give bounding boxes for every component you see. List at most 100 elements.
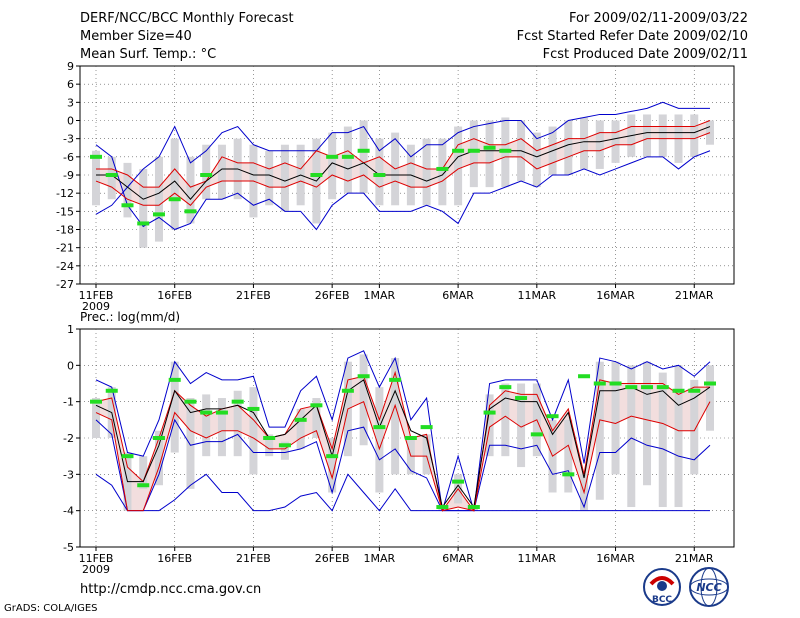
temp-ensemble-box	[123, 162, 132, 218]
temp-mean-line	[96, 126, 711, 200]
prec-observed-marker	[341, 388, 354, 393]
prec-observed-marker	[168, 377, 181, 382]
prec-ensemble-box	[517, 383, 526, 468]
temp-y-tick-label: -27	[56, 278, 74, 291]
prec-ensemble-box	[375, 387, 384, 493]
temp-observed-marker	[357, 148, 370, 153]
prec-x-tick-label: 11MAR	[517, 552, 556, 565]
temp-ensemble-box	[658, 114, 667, 157]
prec-ensemble-box	[296, 408, 305, 449]
prec-ensemble-box	[485, 394, 494, 457]
prec-observed-marker	[546, 414, 559, 419]
temp-observed-marker	[200, 173, 213, 177]
prec-ensemble-box	[706, 365, 714, 431]
temp-ensemble-box	[643, 114, 652, 157]
ncc-logo: NCC	[689, 567, 729, 607]
prec-y-tick-label: -1	[63, 396, 74, 409]
prec-ensemble-box	[217, 398, 226, 457]
source-url: http://cmdp.ncc.cma.gov.cn	[80, 582, 262, 597]
prec-observed-marker	[137, 483, 150, 488]
temp-observed-marker	[310, 173, 323, 177]
variable-label: Mean Surf. Temp.: °C	[80, 47, 217, 62]
temp-y-tick-label: 9	[67, 60, 74, 73]
prec-observed-marker	[467, 505, 480, 510]
prec-x-tick-label: 21MAR	[675, 552, 714, 565]
temp-observed-marker	[168, 197, 181, 202]
temp-y-tick-label: 3	[67, 96, 74, 109]
temp-ensemble-box	[343, 126, 352, 194]
prec-y-tick-label: -2	[63, 432, 74, 445]
prec-observed-marker	[515, 396, 528, 401]
temp-ensemble-box	[359, 120, 368, 194]
prec-observed-marker	[215, 410, 228, 415]
temp-ensemble-box	[170, 138, 179, 230]
prec-ensemble-box	[92, 398, 100, 438]
prec-p25-line	[95, 400, 711, 512]
prec-observed-marker	[672, 388, 685, 393]
temp-ensemble-box	[595, 120, 604, 169]
prec-observed-marker	[593, 381, 606, 386]
prec-panel-title: Prec.: log(mm/d)	[80, 310, 180, 324]
prec-x-tick-label: 26FEB	[315, 552, 350, 565]
prec-ensemble-box	[154, 430, 163, 486]
temp-p75-line	[96, 120, 711, 188]
prec-observed-marker	[105, 388, 118, 393]
prec-observed-marker	[90, 399, 102, 404]
prec-ensemble-box	[170, 361, 179, 453]
started-date-label: Fcst Started Refer Date 2009/02/10	[516, 29, 748, 44]
prec-ensemble-box	[564, 419, 573, 493]
prec-x-tick-label: 21FEB	[236, 552, 271, 565]
prec-observed-marker	[420, 425, 433, 430]
temp-observed-marker	[137, 221, 150, 226]
temp-observed-marker	[452, 148, 465, 153]
prec-x-year-label: 2009	[82, 563, 110, 576]
temp-y-tick-label: -15	[56, 205, 74, 218]
temp-observed-marker	[90, 154, 102, 159]
prec-ensemble-box	[501, 383, 510, 457]
prec-ensemble-box	[359, 354, 368, 446]
prec-x-tick-label: 16MAR	[596, 552, 635, 565]
prec-ensemble-box	[265, 434, 274, 457]
prec-y-tick-label: -4	[63, 505, 74, 518]
prec-observed-marker	[483, 410, 496, 415]
prec-ensemble-box	[139, 456, 148, 489]
prec-observed-marker	[625, 385, 638, 390]
temp-y-tick-label: 6	[67, 78, 74, 91]
temp-observed-marker	[436, 166, 449, 171]
prec-observed-marker	[121, 454, 134, 459]
prec-observed-marker	[152, 436, 165, 440]
prec-y-tick-label: -5	[63, 541, 74, 554]
temp-y-tick-label: -21	[56, 242, 74, 255]
temp-ensemble-box	[186, 156, 195, 224]
temp-x-tick-label: 16FEB	[157, 289, 192, 302]
prec-observed-marker	[310, 403, 323, 408]
prec-ensemble-box	[611, 361, 620, 475]
temp-ensemble-box	[469, 120, 478, 188]
temp-observed-marker	[184, 209, 197, 214]
temp-y-tick-label: -9	[63, 169, 74, 182]
temp-ensemble-box	[580, 117, 589, 169]
prec-y-tick-label: 1	[67, 323, 74, 336]
bcc-logo: BCC	[643, 568, 681, 606]
prec-observed-marker	[200, 410, 213, 415]
prec-ensemble-box	[280, 441, 289, 460]
temp-min-line	[95, 144, 711, 231]
temp-x-tick-label: 11MAR	[517, 289, 556, 302]
prec-observed-marker	[452, 479, 465, 484]
prec-observed-marker	[436, 505, 449, 510]
temp-y-tick-label: -12	[56, 187, 74, 200]
prec-x-tick-label: 16FEB	[157, 552, 192, 565]
member-size-label: Member Size=40	[80, 29, 192, 44]
temp-ensemble-box	[265, 150, 274, 206]
prec-observed-marker	[578, 374, 591, 379]
temp-max-line	[95, 101, 710, 215]
temp-x-tick-label: 16MAR	[596, 289, 635, 302]
temp-x-tick-label: 21MAR	[675, 289, 714, 302]
temp-x-year-label: 2009	[82, 300, 110, 313]
prec-observed-marker	[562, 472, 575, 477]
temp-observed-marker	[483, 145, 496, 150]
temp-ensemble-box	[690, 114, 699, 157]
prec-x-tick-label: 6MAR	[442, 552, 474, 565]
prec-observed-marker	[247, 406, 260, 411]
